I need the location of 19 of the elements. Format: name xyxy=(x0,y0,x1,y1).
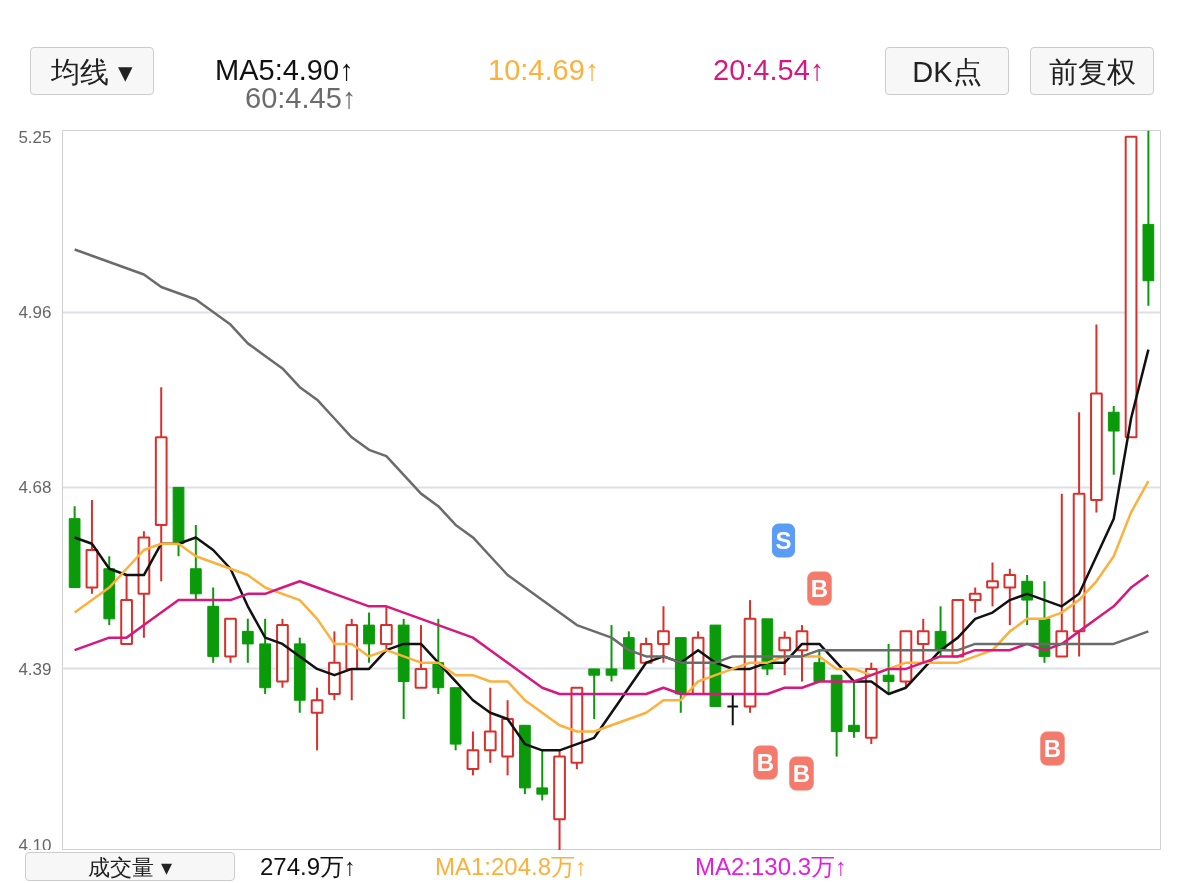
text: 274.9万↑ xyxy=(260,852,357,881)
text: 前复权 xyxy=(1030,47,1154,95)
annotation: B xyxy=(1043,735,1062,762)
y-tick-label: 4.39 xyxy=(18,659,52,679)
y-tick-label: 5.25 xyxy=(18,127,52,147)
text: 成交量 ▾ xyxy=(88,855,172,880)
annotation: S xyxy=(775,527,792,554)
text: DK点 xyxy=(885,47,1009,95)
annotation: B xyxy=(792,760,811,787)
text: MA1:204.8万↑ xyxy=(435,852,588,881)
annotation: B xyxy=(756,749,775,776)
y-tick-label: 4.68 xyxy=(18,478,52,498)
text: 均线 ▾ xyxy=(30,47,154,95)
annotation: B xyxy=(810,575,829,602)
text: 20:4.54↑ xyxy=(713,53,825,87)
y-tick-label: 4.10 xyxy=(18,835,52,855)
text: 10:4.69↑ xyxy=(488,53,600,87)
text: MA2:130.3万↑ xyxy=(695,852,848,881)
y-tick-label: 4.96 xyxy=(18,303,52,323)
